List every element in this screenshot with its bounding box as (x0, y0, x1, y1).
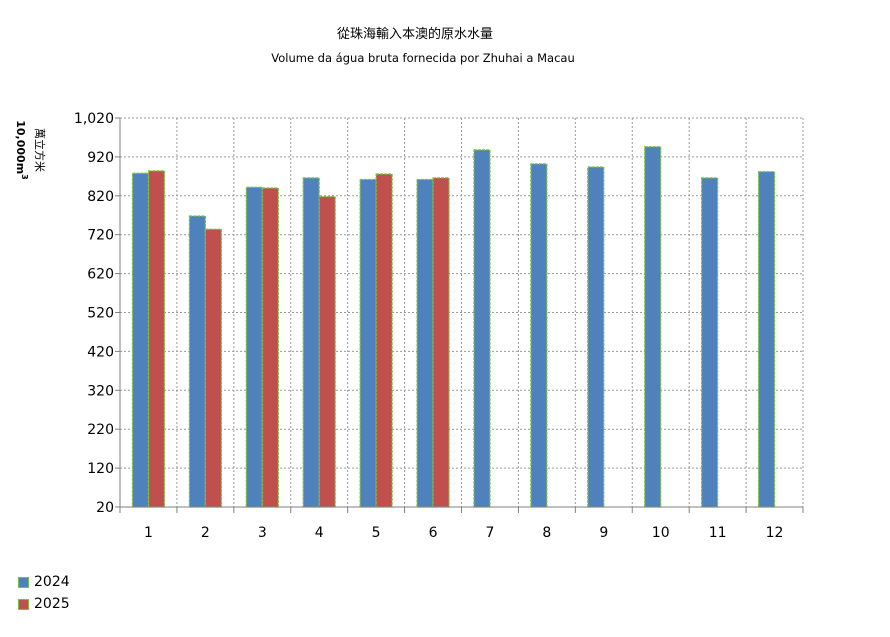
bar-2024-10 (644, 146, 662, 508)
y-tick-labels: 20 120 220 320 420 520 620 720 820 920 1,020 (74, 111, 114, 516)
bar-2024-1 (131, 172, 150, 508)
bar-2025-6 (432, 177, 450, 508)
legend-label-2024: 2024 (34, 574, 70, 590)
bar-2024-8 (530, 163, 548, 508)
legend-swatch-2024 (18, 576, 29, 588)
gridlines (120, 117, 804, 507)
bar-2024-7 (473, 149, 491, 508)
y-tick-label: 120 (87, 461, 114, 477)
chart-subtitle: Volume da água bruta fornecida por Zhuha… (271, 51, 574, 65)
bar-2024-12 (757, 171, 776, 508)
x-tick-label: 12 (766, 525, 784, 541)
chart-title: 從珠海輸入本澳的原水水量 (337, 26, 493, 42)
legend-item-2025: 2025 (18, 596, 70, 612)
y-tick-label: 520 (87, 306, 114, 322)
y-tick-label: 920 (87, 150, 114, 166)
legend-item-2024: 2024 (18, 574, 70, 590)
bar-2025-4 (318, 195, 336, 508)
legend-label-2025: 2025 (34, 596, 70, 612)
svg-text:10,000m3: 10,000m3 (14, 120, 29, 180)
bar-2024-2 (188, 215, 206, 508)
y-tick-label: 220 (87, 422, 114, 438)
bar-2025-2 (204, 228, 222, 508)
x-tick-label: 10 (652, 525, 670, 541)
y-tick-label: 320 (87, 383, 114, 399)
y-tick-label: 20 (96, 500, 114, 516)
x-tick-label: 4 (315, 525, 324, 541)
y-tick-label: 620 (87, 267, 114, 283)
bar-2025-5 (375, 173, 393, 508)
bar-2024-6 (416, 178, 434, 508)
y-axis-unit: 10,000m3 (14, 120, 29, 180)
y-axis-label: 萬立方米 (33, 128, 47, 172)
x-tick-label: 11 (709, 525, 727, 541)
bar-2024-5 (359, 178, 377, 508)
bars (131, 146, 776, 508)
x-tick-label: 6 (429, 525, 438, 541)
bar-2025-3 (261, 187, 279, 508)
x-tick-label: 1 (144, 525, 153, 541)
y-tick-label: 1,020 (74, 111, 114, 127)
y-axis-unit-sup: 3 (20, 174, 29, 180)
y-axis-unit-text: 10,000m (14, 120, 27, 174)
y-tick-label: 420 (87, 344, 114, 360)
y-tick-label: 720 (87, 228, 114, 244)
x-tick-labels: 1 2 3 4 5 6 7 8 9 10 11 12 (144, 525, 783, 541)
x-tick-label: 7 (485, 525, 494, 541)
x-tick-label: 2 (201, 525, 210, 541)
axes (115, 117, 804, 513)
x-tick-label: 5 (372, 525, 381, 541)
y-tick-label: 820 (87, 189, 114, 205)
bar-2024-9 (587, 166, 605, 508)
bar-2024-4 (302, 177, 320, 508)
legend-swatch-2025 (18, 598, 29, 610)
y-axis-label-zh: 萬立方米 (33, 128, 47, 172)
bar-2024-3 (245, 186, 263, 508)
x-tick-label: 3 (258, 525, 267, 541)
x-tick-label: 9 (599, 525, 608, 541)
x-tick-label: 8 (542, 525, 551, 541)
bar-2025-1 (147, 170, 166, 508)
bar-2024-11 (701, 177, 719, 508)
